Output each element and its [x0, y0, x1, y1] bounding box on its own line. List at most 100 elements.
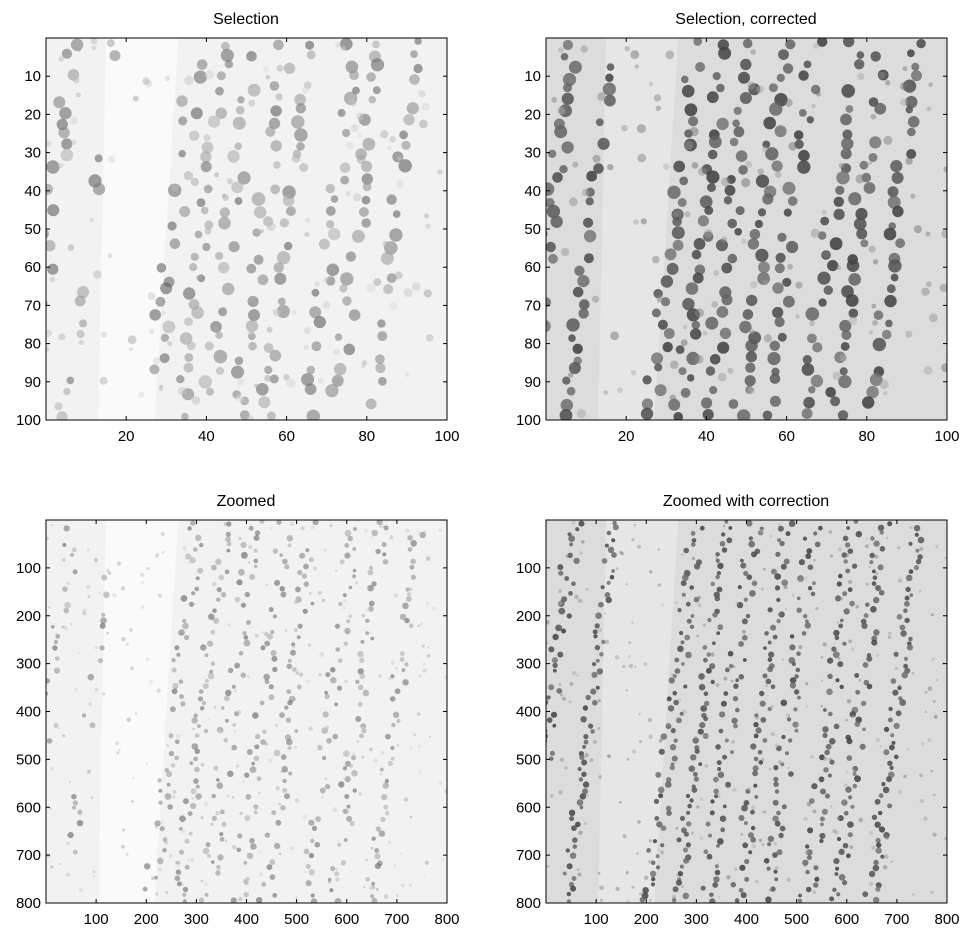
image-dot [705, 316, 719, 330]
image-speckle [829, 757, 832, 761]
image-speckle [306, 679, 311, 684]
image-dot [324, 690, 328, 695]
image-speckle [923, 816, 928, 821]
image-speckle [926, 281, 932, 288]
image-dot [552, 668, 557, 673]
image-dot [46, 240, 56, 252]
image-dot [793, 130, 804, 140]
image-speckle [696, 805, 700, 809]
image-dot [208, 613, 215, 621]
image-dot [873, 896, 880, 903]
image-dot [249, 766, 257, 773]
image-speckle [181, 883, 185, 886]
image-dot [343, 838, 348, 842]
image-speckle [675, 826, 679, 830]
image-dot [342, 128, 351, 138]
image-speckle [857, 72, 865, 80]
image-dot [706, 667, 712, 674]
image-dot [578, 308, 589, 319]
image-dot [868, 153, 878, 162]
y-tick-label: 400 [16, 704, 41, 721]
image-dot [889, 765, 894, 771]
image-dot [640, 407, 654, 420]
image-speckle [300, 526, 305, 531]
image-dot [583, 229, 597, 243]
image-dot [53, 96, 66, 109]
image-dot [53, 639, 59, 645]
image-dot [528, 353, 538, 363]
image-dot [314, 841, 321, 848]
image-speckle [749, 328, 755, 334]
image-speckle [722, 524, 726, 528]
x-tick-label: 300 [684, 911, 709, 928]
image-dot [672, 690, 678, 696]
image-speckle [292, 645, 296, 649]
image-dot [762, 140, 771, 149]
image-dot [848, 273, 861, 286]
image-speckle [170, 183, 179, 192]
image-dot [662, 341, 673, 353]
image-dot [728, 663, 734, 669]
image-dot [367, 569, 374, 576]
image-dot [718, 46, 732, 60]
image-speckle [275, 724, 278, 727]
image-dot [396, 718, 401, 724]
image-dot [253, 564, 258, 569]
image-dot [215, 558, 222, 565]
image-dot [746, 574, 753, 580]
image-dot [812, 581, 816, 586]
image-dot [803, 60, 812, 69]
image-dot [594, 623, 600, 629]
image-speckle [235, 394, 244, 403]
image-speckle [65, 872, 71, 878]
image-dot [573, 557, 580, 564]
image-speckle [576, 674, 579, 677]
image-dot [655, 865, 661, 870]
image-dot [272, 666, 278, 673]
image-dot [375, 354, 385, 365]
image-dot [225, 536, 231, 543]
image-speckle [551, 96, 558, 103]
image-dot [892, 689, 899, 696]
image-dot [297, 569, 303, 576]
image-dot [221, 821, 227, 827]
image-speckle [181, 829, 186, 834]
image-speckle [771, 705, 774, 708]
image-speckle [160, 820, 164, 824]
image-dot [602, 82, 617, 96]
image-dot [794, 674, 799, 679]
image-dot [837, 661, 844, 668]
image-speckle [727, 367, 734, 374]
image-dot [359, 657, 365, 663]
image-speckle [299, 163, 309, 172]
image-dot [772, 799, 779, 806]
image-speckle [140, 572, 145, 577]
image-speckle [717, 895, 720, 899]
image-dot [550, 711, 558, 718]
image-speckle [884, 835, 890, 840]
image-dot [215, 331, 223, 340]
image-speckle [872, 320, 878, 326]
image-dot [698, 683, 706, 691]
image-dot [77, 809, 83, 815]
image-dot [224, 569, 230, 575]
image-dot [360, 640, 365, 644]
image-dot [357, 650, 364, 658]
image-dot [690, 754, 697, 761]
image-speckle [294, 746, 297, 749]
image-speckle [634, 64, 639, 69]
image-speckle [180, 766, 183, 769]
image-dot [908, 636, 913, 642]
image-dot [861, 622, 868, 630]
image-speckle [91, 45, 97, 51]
image-speckle [631, 749, 637, 754]
image-dot [914, 532, 919, 537]
image-speckle [424, 860, 429, 865]
image-dot [713, 788, 719, 795]
image-speckle [597, 727, 601, 730]
image-speckle [681, 885, 684, 888]
image-speckle [653, 94, 662, 102]
image-dot [691, 542, 696, 547]
image-dot [837, 410, 849, 420]
image-speckle [264, 833, 270, 838]
